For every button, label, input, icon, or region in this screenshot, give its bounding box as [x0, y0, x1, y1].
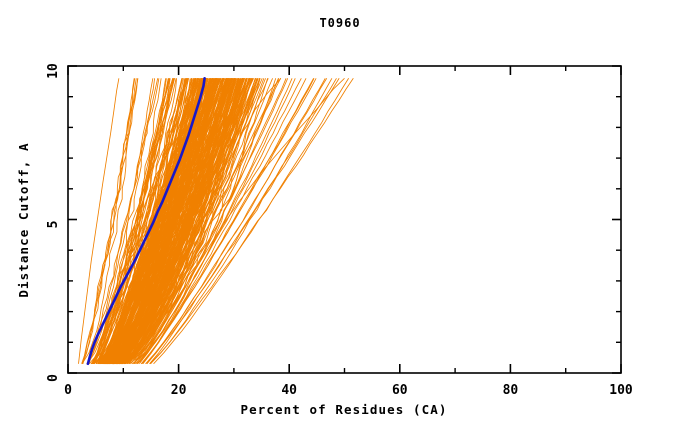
- ensemble-curve: [127, 78, 266, 365]
- ensemble-curve: [102, 78, 203, 365]
- ensemble-outlier-curve: [139, 78, 302, 365]
- ensemble-curve: [113, 78, 230, 365]
- ensemble-outlier-curve: [141, 78, 307, 365]
- x-tick-label: 40: [281, 383, 297, 398]
- ensemble-outlier-curve: [150, 78, 333, 365]
- ensemble-curve: [81, 78, 135, 365]
- ensemble-curve: [113, 78, 232, 365]
- ensemble-curve: [93, 78, 177, 365]
- ensemble-curves-group: [78, 77, 354, 365]
- ensemble-outlier-curve: [140, 78, 315, 365]
- ensemble-curve: [81, 78, 136, 364]
- y-tick-label: 0: [46, 374, 61, 382]
- y-tick-label: 5: [46, 221, 61, 229]
- ensemble-outlier-curve: [136, 78, 289, 365]
- page-title: T0960: [319, 16, 361, 30]
- ensemble-curve: [93, 78, 175, 364]
- ensemble-outlier-far-right: [139, 77, 345, 363]
- ensemble-curve: [121, 78, 250, 365]
- x-tick-label: 60: [392, 383, 408, 398]
- ensemble-curve: [123, 78, 256, 365]
- ensemble-curve: [112, 78, 228, 365]
- ensemble-outlier-curve: [145, 78, 328, 365]
- ensemble-right-envelope: [133, 77, 282, 365]
- ensemble-curve: [131, 78, 277, 365]
- ensemble-curve: [112, 78, 227, 365]
- ensemble-curve: [97, 78, 189, 364]
- highlighted-model-curve: [86, 76, 206, 366]
- ensemble-curve: [116, 78, 238, 365]
- ensemble-outlier-curve: [142, 78, 317, 365]
- ensemble-outlier-curve: [149, 78, 337, 365]
- ensemble-curve: [97, 78, 187, 364]
- ensemble-curve: [124, 78, 258, 365]
- x-tick-labels-group: 0 20 40 60 80 100: [64, 383, 633, 398]
- highlight-curve-group: [86, 76, 206, 366]
- ensemble-curve: [108, 78, 216, 365]
- x-tick-label: 100: [609, 383, 633, 398]
- ensemble-curve: [118, 78, 243, 365]
- ensemble-left-envelope: [78, 78, 120, 364]
- x-tick-label: 20: [171, 383, 187, 398]
- axis-frame-group: [67, 65, 622, 374]
- x-tick-label: 80: [503, 383, 519, 398]
- x-tick-label: 0: [64, 383, 72, 398]
- ensemble-curve: [101, 78, 199, 365]
- ensemble-curve: [133, 78, 279, 365]
- x-axis-label: Percent of Residues (CA): [240, 402, 447, 417]
- ensemble-curve: [82, 78, 139, 364]
- ensemble-outlier-curve: [149, 78, 354, 365]
- ensemble-curve: [107, 78, 212, 365]
- ensemble-outlier-curve: [146, 78, 340, 365]
- y-tick-label: 10: [46, 63, 61, 79]
- axis-ticks-group: [67, 65, 622, 374]
- y-tick-labels-group: 0 5 10: [46, 63, 61, 382]
- y-axis-label: Distance Cutoff, A: [16, 142, 31, 297]
- ensemble-curve: [88, 78, 159, 364]
